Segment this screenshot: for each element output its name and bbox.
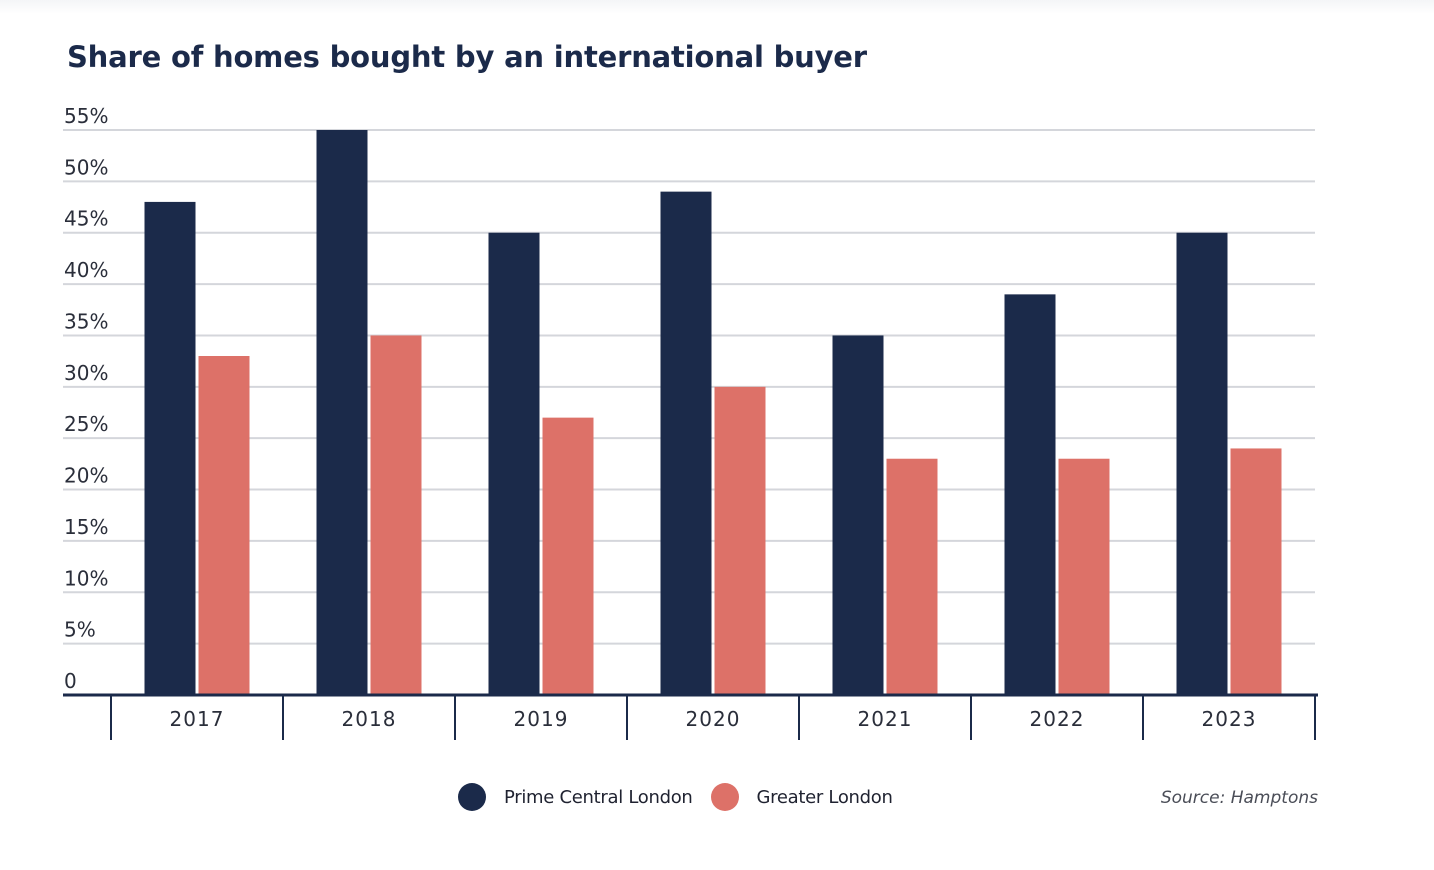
bar-prime-central-london-2017	[144, 201, 196, 695]
legend-label: Prime Central London	[504, 786, 693, 808]
bar-greater-london-2018	[370, 335, 422, 695]
y-tick-label: 5%	[64, 618, 96, 642]
bar-greater-london-2019	[542, 417, 594, 695]
y-tick-label: 40%	[64, 258, 108, 282]
y-tick-label: 35%	[64, 309, 108, 333]
y-tick-label: 10%	[64, 566, 108, 590]
bar-prime-central-london-2018	[316, 130, 368, 695]
x-tick-label: 2019	[514, 707, 569, 731]
x-tick-label: 2018	[342, 707, 397, 731]
y-tick-label: 30%	[64, 361, 108, 385]
y-tick-label: 55%	[64, 104, 108, 128]
top-band	[0, 0, 1434, 14]
bars	[144, 130, 1282, 696]
y-tick-label: 45%	[64, 207, 108, 231]
bar-greater-london-2020	[714, 386, 766, 695]
bar-prime-central-london-2023	[1176, 232, 1228, 695]
bar-greater-london-2023	[1230, 448, 1282, 695]
x-tick-label: 2017	[170, 707, 225, 731]
x-tick-label: 2023	[1202, 707, 1257, 731]
y-tick-label: 0	[64, 669, 77, 693]
y-tick-label: 15%	[64, 515, 108, 539]
bar-prime-central-london-2022	[1004, 294, 1056, 695]
x-tick-label: 2021	[858, 707, 913, 731]
legend-swatch-greater-london	[710, 783, 739, 811]
legend-swatch-prime-central-london	[458, 783, 486, 811]
legend-item-prime-central-london: Prime Central London	[458, 783, 693, 811]
bar-greater-london-2021	[886, 458, 938, 695]
legend: Prime Central London Greater London	[458, 783, 911, 811]
bar-greater-london-2022	[1058, 458, 1110, 695]
x-tick-label: 2020	[686, 707, 741, 731]
chart-title: Share of homes bought by an internationa…	[67, 40, 867, 74]
legend-label: Greater London	[756, 786, 893, 808]
y-tick-label: 20%	[64, 464, 108, 488]
bar-greater-london-2017	[198, 356, 250, 695]
legend-item-greater-london: Greater London	[710, 783, 893, 811]
y-tick-label: 50%	[64, 155, 108, 179]
bar-prime-central-london-2020	[660, 191, 712, 696]
source-note: Source: Hamptons	[1160, 788, 1318, 808]
x-tick-label: 2022	[1030, 707, 1085, 731]
x-axis: 2017 2018 2019 2020 2021 2022 2023	[63, 693, 1318, 740]
y-axis-ticks: 0 5% 10% 15% 20% 25% 30% 35% 40% 45% 50% 55%	[64, 104, 108, 693]
bar-prime-central-london-2021	[832, 335, 884, 695]
y-tick-label: 25%	[64, 412, 108, 436]
bar-prime-central-london-2019	[488, 232, 540, 695]
